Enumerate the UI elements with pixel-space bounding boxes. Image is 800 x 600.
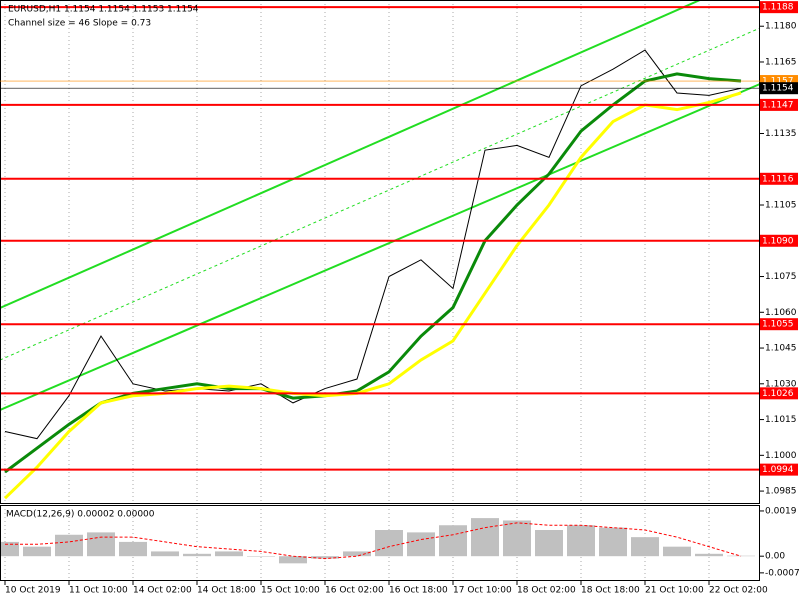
macd-frame xyxy=(0,505,760,581)
signal-line xyxy=(5,522,742,560)
macd-bar xyxy=(87,532,115,557)
y-tick-label: 0.00 xyxy=(765,552,785,562)
macd-bar xyxy=(215,551,243,557)
macd-bar xyxy=(55,534,83,557)
price-line xyxy=(4,49,742,440)
main-frame xyxy=(0,0,760,504)
level-label-box xyxy=(760,463,798,476)
level-label: 1.1055 xyxy=(762,320,794,330)
moving-average xyxy=(3,91,742,500)
y-tick-label: -0.0007 xyxy=(765,568,800,578)
level-label: 1.1090 xyxy=(762,236,794,246)
channel-upper xyxy=(0,0,701,309)
x-tick-label: 16 Oct 18:00 xyxy=(389,586,448,596)
macd-bar xyxy=(311,556,339,559)
macd-bar xyxy=(23,546,51,557)
macd-bar xyxy=(279,556,307,564)
level-label-box xyxy=(760,234,798,247)
level-label: 1.1026 xyxy=(762,389,794,399)
y-tick-label: 1.1030 xyxy=(765,379,797,389)
macd-bar xyxy=(0,541,19,557)
channel-middle xyxy=(0,27,761,361)
x-tick-label: 21 Oct 10:00 xyxy=(645,586,704,596)
x-tick-label: 18 Oct 02:00 xyxy=(517,586,576,596)
macd-bar xyxy=(151,551,179,557)
y-tick-label: 1.1165 xyxy=(765,57,797,67)
macd-bar xyxy=(567,525,595,557)
chart-subtitle: Channel size = 46 Slope = 0.73 xyxy=(8,19,151,29)
chart-title: EURUSD,H1 1.1154 1.1154 1.1153 1.1154 xyxy=(8,5,199,15)
channel-lower xyxy=(0,83,761,411)
y-tick-label: 1.1135 xyxy=(765,129,797,139)
macd-bar xyxy=(631,537,659,557)
macd-bar xyxy=(471,518,499,557)
macd-bar xyxy=(503,520,531,557)
macd-bar xyxy=(407,532,435,557)
bid-label-box xyxy=(760,82,798,95)
y-tick-label: 1.1180 xyxy=(765,22,797,32)
level-label: 1.1116 xyxy=(762,174,794,184)
x-tick-label: 14 Oct 18:00 xyxy=(197,586,256,596)
level-label: 1.1188 xyxy=(762,3,794,13)
moving-average xyxy=(4,72,742,474)
y-tick-label: 0.0019 xyxy=(765,506,797,516)
macd-bar xyxy=(343,551,371,557)
level-label: 1.0994 xyxy=(762,465,794,475)
y-tick-label: 1.1015 xyxy=(765,415,797,425)
level-label-box xyxy=(760,1,798,14)
macd-bar xyxy=(695,553,723,557)
y-tick-label: 1.1045 xyxy=(765,344,797,354)
bid-label: 1.1154 xyxy=(762,84,794,94)
y-tick-label: 1.1000 xyxy=(765,451,797,461)
macd-bar xyxy=(183,553,211,557)
macd-bar xyxy=(663,546,691,557)
level-label-box xyxy=(760,387,798,400)
grid xyxy=(4,0,710,580)
macd-bar xyxy=(439,525,467,557)
x-tick-label: 11 Oct 10:00 xyxy=(69,586,128,596)
level-label-box xyxy=(760,318,798,331)
x-tick-label: 15 Oct 10:00 xyxy=(261,586,320,596)
plot xyxy=(0,6,760,564)
ask-label: 1.1157 xyxy=(762,77,794,87)
x-tick-label: 17 Oct 10:00 xyxy=(453,586,512,596)
x-tick-label: 18 Oct 18:00 xyxy=(581,586,640,596)
x-tick-label: 16 Oct 02:00 xyxy=(325,586,384,596)
level-label-box xyxy=(760,172,798,185)
macd-bar xyxy=(119,541,147,557)
y-tick-label: 1.0985 xyxy=(765,487,797,497)
macd-title: MACD(12,26,9) 0.00002 0.00000 xyxy=(6,510,155,520)
level-label-box xyxy=(760,98,798,111)
x-tick-label: 10 Oct 2019 xyxy=(5,586,61,596)
macd-bar xyxy=(535,530,563,557)
macd-bar xyxy=(375,530,403,557)
y-tick-label: 1.1105 xyxy=(765,201,797,211)
macd-bar xyxy=(599,527,627,557)
macd-bar xyxy=(247,556,275,557)
x-tick-label: 22 Oct 02:00 xyxy=(709,586,768,596)
x-tick-label: 14 Oct 02:00 xyxy=(133,586,192,596)
y-tick-label: 1.1075 xyxy=(765,272,797,282)
level-label: 1.1147 xyxy=(762,100,794,110)
y-tick-label: 1.1060 xyxy=(765,308,797,318)
